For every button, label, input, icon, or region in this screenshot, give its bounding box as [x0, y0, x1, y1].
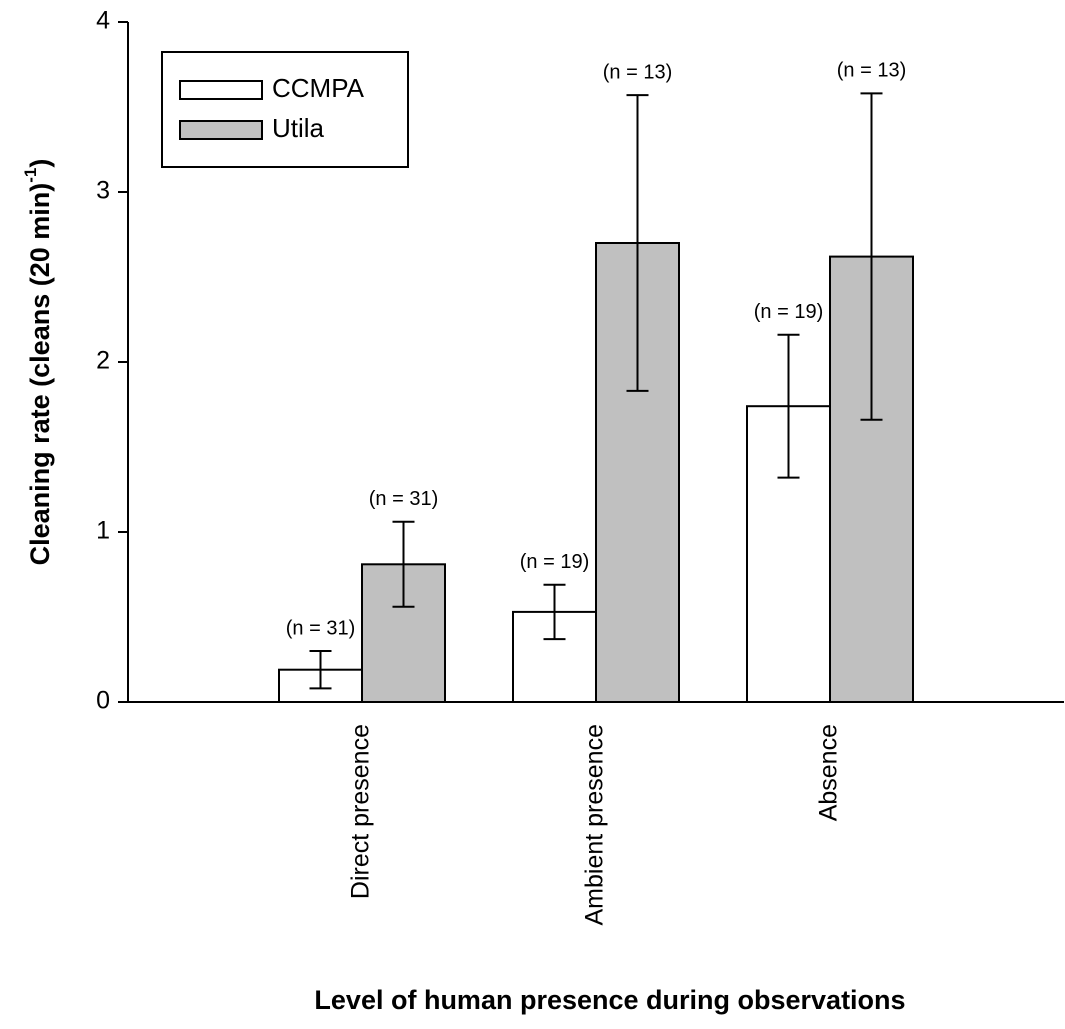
- axes: [127, 22, 1064, 703]
- error-bar: [392, 520, 415, 608]
- n-label: (n = 13): [603, 61, 672, 83]
- y-axis-title-end: ): [25, 159, 55, 168]
- legend-label: Utila: [272, 113, 325, 143]
- error-bar: [860, 92, 883, 421]
- y-tick-label: 3: [96, 177, 110, 205]
- n-label: (n = 31): [369, 488, 438, 510]
- n-label: (n = 19): [754, 301, 823, 323]
- n-label: (n = 19): [520, 551, 589, 573]
- legend-box: [161, 51, 409, 168]
- error-bar: [543, 583, 566, 641]
- y-axis-title: Cleaning rate (cleans (20 min)-1): [21, 159, 55, 566]
- x-tick-label: Direct presence: [347, 724, 375, 899]
- n-label: (n = 13): [837, 60, 906, 82]
- y-tick-label: 2: [96, 347, 110, 375]
- x-tick-label: Absence: [815, 724, 843, 821]
- error-bar: [626, 94, 649, 392]
- error-bar: [777, 333, 800, 479]
- y-tick-label: 1: [96, 517, 110, 545]
- legend-swatch: [179, 80, 263, 100]
- y-tick-label: 4: [96, 7, 110, 35]
- error-bar: [309, 650, 332, 690]
- y-tick-label: 0: [96, 687, 110, 715]
- x-axis-title: Level of human presence during observati…: [314, 985, 905, 1015]
- n-label: (n = 31): [286, 617, 355, 639]
- y-axis-title-main: Cleaning rate (cleans (20 min): [25, 183, 55, 566]
- legend-swatch: [179, 120, 263, 140]
- x-tick-label: Ambient presence: [581, 724, 609, 926]
- y-axis-title-sup: -1: [21, 168, 40, 183]
- legend-label: CCMPA: [272, 73, 365, 103]
